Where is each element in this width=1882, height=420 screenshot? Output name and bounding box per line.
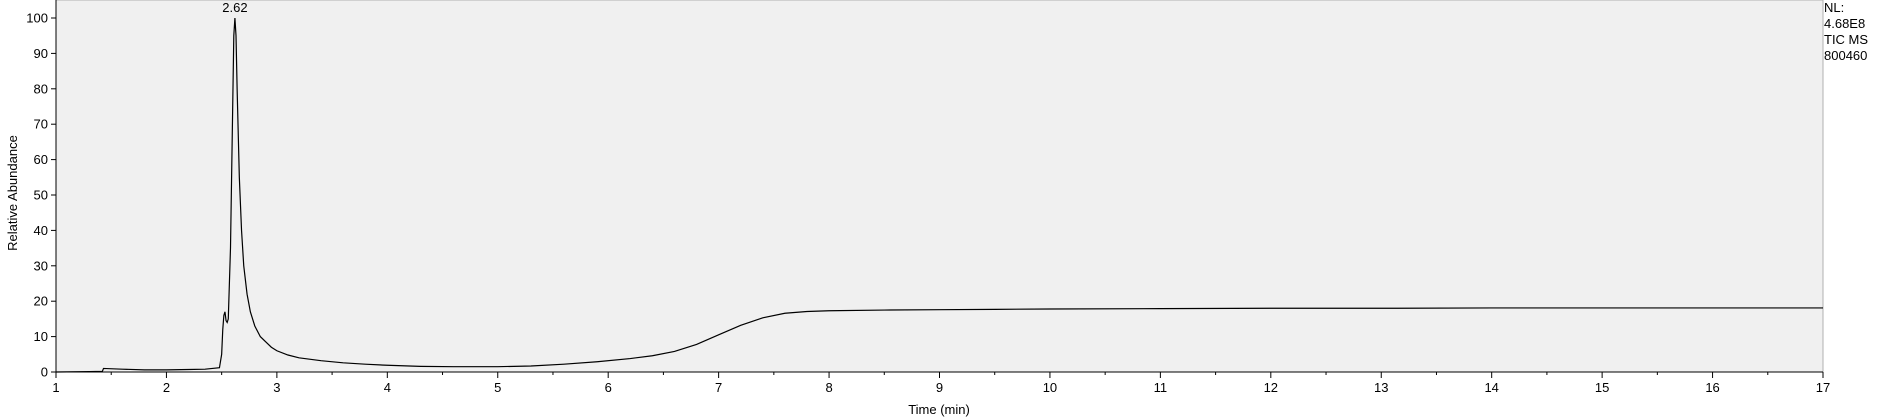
y-tick-label: 40 <box>34 223 48 238</box>
x-tick-label: 1 <box>52 380 59 395</box>
x-tick-label: 10 <box>1043 380 1057 395</box>
y-tick-label: 80 <box>34 81 48 96</box>
plot-area-background <box>55 0 1824 373</box>
x-tick-label: 15 <box>1595 380 1609 395</box>
x-tick-label: 12 <box>1264 380 1278 395</box>
x-tick-label: 13 <box>1374 380 1388 395</box>
x-tick-label: 9 <box>936 380 943 395</box>
x-tick-label: 14 <box>1484 380 1498 395</box>
y-tick-label: 70 <box>34 117 48 132</box>
x-tick-label: 3 <box>273 380 280 395</box>
x-tick-label: 6 <box>605 380 612 395</box>
peak-annotations: 2.62 <box>222 0 247 15</box>
y-tick-label: 100 <box>26 11 48 26</box>
peak-label: 2.62 <box>222 0 247 15</box>
x-axis-label: Time (min) <box>908 402 970 417</box>
normalization-value: 4.68E8 <box>1824 16 1866 31</box>
file-name: 800460 <box>1824 48 1868 63</box>
x-tick-label: 5 <box>494 380 501 395</box>
trace-info-panel: NL: 4.68E8 TIC MS 800460 <box>1824 0 1882 64</box>
x-tick-label: 2 <box>163 380 170 395</box>
y-tick-label: 20 <box>34 294 48 309</box>
normalization-label: NL: <box>1824 0 1845 15</box>
y-tick-label: 90 <box>34 46 48 61</box>
tic-trace-line <box>55 17 1823 373</box>
x-tick-label: 11 <box>1154 380 1168 395</box>
y-tick-label: 0 <box>41 365 48 380</box>
x-tick-label: 17 <box>1816 380 1830 395</box>
y-tick-label: 60 <box>34 152 48 167</box>
y-tick-label: 50 <box>34 188 48 203</box>
y-axis: 0 10 20 30 40 50 60 70 80 90 100 <box>26 11 56 380</box>
y-axis-label: Relative Abundance <box>5 135 20 251</box>
x-tick-label: 7 <box>715 380 722 395</box>
x-tick-label: 8 <box>825 380 832 395</box>
x-tick-label: 16 <box>1705 380 1719 395</box>
x-axis: 1 2 3 4 5 6 7 8 9 10 11 12 13 14 15 16 17 <box>52 372 1830 395</box>
x-tick-label: 4 <box>384 380 391 395</box>
scan-filter-label: TIC MS <box>1824 32 1869 47</box>
y-tick-label: 10 <box>34 329 48 344</box>
y-tick-label: 30 <box>34 258 48 273</box>
